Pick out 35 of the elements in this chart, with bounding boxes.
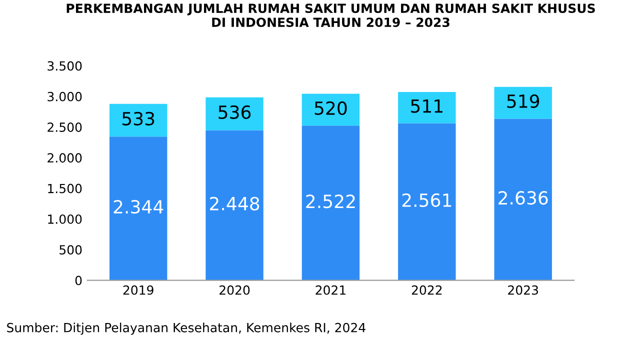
y-tick-label: 0 bbox=[75, 276, 82, 286]
data-label: 2.636 bbox=[498, 191, 548, 205]
y-tick-label: 500 bbox=[60, 245, 82, 255]
bar bbox=[206, 130, 264, 280]
text: Sumber: Ditjen Pelayanan Kesehatan, Kemenkes RI, 2024 bbox=[7, 322, 366, 335]
bar bbox=[302, 94, 360, 126]
data-label: 519 bbox=[507, 94, 540, 108]
x-tick-label: 2022 bbox=[412, 285, 442, 295]
bar bbox=[206, 97, 264, 130]
bar bbox=[109, 104, 168, 137]
bar bbox=[398, 92, 456, 124]
x-tick-label: 2023 bbox=[508, 285, 538, 295]
bar bbox=[109, 136, 168, 280]
x-tick-label: 2021 bbox=[316, 285, 346, 295]
data-label: 2.448 bbox=[210, 196, 260, 210]
x-tick-label: 2019 bbox=[123, 285, 154, 295]
y-tick-label: 3.000 bbox=[48, 92, 82, 102]
bar bbox=[398, 123, 456, 280]
data-label: 2.522 bbox=[306, 194, 355, 208]
data-label: 511 bbox=[411, 99, 442, 113]
y-tick-label: 1.000 bbox=[48, 214, 82, 224]
data-label: 533 bbox=[122, 112, 154, 126]
x-tick-label: 2020 bbox=[220, 285, 250, 295]
y-tick-label: 2.500 bbox=[48, 122, 82, 132]
y-tick-label: 3.500 bbox=[48, 61, 82, 71]
bar bbox=[494, 118, 552, 280]
y-tick-label: 2.000 bbox=[48, 153, 82, 163]
bar bbox=[494, 86, 552, 119]
bar bbox=[302, 126, 360, 280]
chart-title: PERKEMBANGAN JUMLAH RUMAH SAKIT UMUM DAN RUMAH SAKIT KHUSUS DI INDONESIA TAHUN 2019 – 2023 bbox=[66, 4, 595, 28]
y-tick-label: 1.500 bbox=[48, 184, 82, 194]
data-label: 520 bbox=[314, 101, 347, 115]
data-label: 2.344 bbox=[114, 200, 164, 214]
data-label: 2.561 bbox=[402, 193, 452, 208]
data-label: 536 bbox=[218, 105, 251, 120]
